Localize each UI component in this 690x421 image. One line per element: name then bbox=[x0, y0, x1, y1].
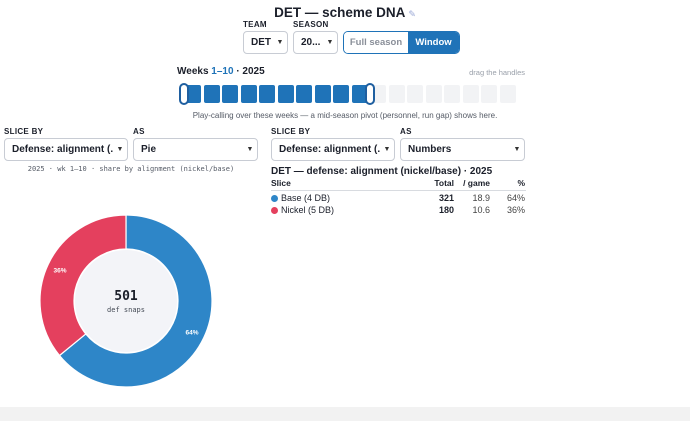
col-header-slice: Slice bbox=[271, 178, 291, 188]
row-name: Nickel (5 DB) bbox=[281, 205, 335, 215]
chevron-down-icon: ▼ bbox=[246, 146, 254, 153]
row-total: 180 bbox=[438, 205, 454, 215]
right-slice-value: Defense: alignment (... bbox=[279, 144, 380, 155]
season-select-value: 20... bbox=[301, 37, 321, 48]
donut-center bbox=[75, 250, 177, 352]
left-slice-select[interactable]: Defense: alignment (... ▼ bbox=[4, 138, 128, 161]
weeks-prefix: Weeks bbox=[177, 66, 212, 77]
row-pct: 64% bbox=[506, 193, 525, 203]
weeks-suffix: · 2025 bbox=[233, 66, 265, 77]
week-cell-5[interactable] bbox=[259, 85, 275, 103]
pie-slice-1[interactable] bbox=[39, 214, 127, 357]
week-cell-8[interactable] bbox=[314, 85, 331, 103]
slice-label-0: 64% bbox=[185, 330, 198, 337]
week-end-handle[interactable] bbox=[365, 83, 375, 105]
chevron-down-icon: ▼ bbox=[513, 146, 521, 153]
bottom-strip bbox=[0, 407, 690, 421]
week-cell-6[interactable] bbox=[277, 85, 294, 103]
week-cell-7[interactable] bbox=[296, 85, 312, 103]
title-row: DET — scheme DNA ✎ bbox=[0, 4, 690, 22]
week-cell-16[interactable] bbox=[462, 85, 479, 103]
right-as-select[interactable]: Numbers ▼ bbox=[400, 138, 525, 161]
table-row: Nickel (5 DB) 180 10.6 36% bbox=[271, 205, 526, 217]
week-cell-14[interactable] bbox=[425, 85, 442, 103]
series-color-dot bbox=[271, 195, 278, 202]
pie-slice-0[interactable] bbox=[58, 214, 213, 388]
row-per-game: 10.6 bbox=[472, 205, 490, 215]
team-select-value: DET bbox=[251, 37, 271, 48]
week-cell-4[interactable] bbox=[240, 85, 257, 103]
weeks-label: Weeks 1–10 · 2025 bbox=[177, 66, 265, 77]
row-pct: 36% bbox=[506, 205, 525, 215]
mode-full-season-button[interactable]: Full season bbox=[344, 32, 408, 53]
week-cell-9[interactable] bbox=[333, 85, 349, 103]
chevron-down-icon: ▼ bbox=[276, 39, 284, 46]
page-title: DET — scheme DNA bbox=[274, 5, 406, 20]
week-range-slider[interactable] bbox=[176, 83, 526, 105]
table-divider bbox=[271, 190, 526, 191]
right-as-label: AS bbox=[400, 127, 412, 136]
week-cell-3[interactable] bbox=[222, 85, 238, 103]
week-window-note: Play-calling over these weeks — a mid-se… bbox=[192, 111, 498, 120]
table-row: Base (4 DB) 321 18.9 64% bbox=[271, 193, 526, 205]
mode-window-button[interactable]: Window bbox=[408, 32, 459, 53]
left-slice-label: SLICE BY bbox=[4, 127, 44, 136]
chart-caption: 2025 · wk 1–10 · share by alignment (nic… bbox=[27, 165, 235, 173]
chevron-down-icon: ▼ bbox=[326, 39, 334, 46]
chevron-down-icon: ▼ bbox=[116, 146, 124, 153]
week-cell-17[interactable] bbox=[481, 85, 497, 103]
weeks-range: 1–10 bbox=[211, 66, 234, 77]
left-as-value: Pie bbox=[141, 144, 157, 155]
donut-center-label: def snaps bbox=[107, 306, 145, 314]
chevron-down-icon: ▼ bbox=[383, 146, 391, 153]
team-select[interactable]: DET ▼ bbox=[243, 31, 288, 54]
col-header-total: Total bbox=[434, 178, 454, 188]
week-cell-12[interactable] bbox=[388, 85, 405, 103]
table-title: DET — defense: alignment (nickel/base) ·… bbox=[271, 166, 493, 177]
row-total: 321 bbox=[438, 193, 454, 203]
week-cell-18[interactable] bbox=[499, 85, 516, 103]
week-cell-10[interactable] bbox=[351, 85, 368, 103]
mode-toggle: Full season Window bbox=[343, 31, 460, 54]
left-as-label: AS bbox=[133, 127, 145, 136]
right-slice-label: SLICE BY bbox=[271, 127, 311, 136]
week-cell-1[interactable] bbox=[185, 85, 201, 103]
left-as-select[interactable]: Pie ▼ bbox=[133, 138, 258, 161]
season-select[interactable]: 20... ▼ bbox=[293, 31, 338, 54]
drag-hint: drag the handles bbox=[469, 68, 525, 77]
right-as-value: Numbers bbox=[408, 144, 452, 155]
week-cell-13[interactable] bbox=[407, 85, 423, 103]
row-per-game: 18.9 bbox=[472, 193, 490, 203]
col-header-pct: % bbox=[517, 178, 525, 188]
col-header-per-game: / game bbox=[463, 178, 490, 188]
slice-label-1: 36% bbox=[54, 267, 67, 274]
row-name: Base (4 DB) bbox=[281, 193, 331, 203]
week-start-handle[interactable] bbox=[179, 83, 189, 105]
week-cell-15[interactable] bbox=[444, 85, 460, 103]
donut-chart: 64% 36% 501 def snaps bbox=[39, 214, 213, 388]
season-label: SEASON bbox=[293, 20, 329, 29]
pencil-icon[interactable]: ✎ bbox=[408, 9, 416, 19]
series-color-dot bbox=[271, 207, 278, 214]
left-slice-value: Defense: alignment (... bbox=[12, 144, 113, 155]
week-cell-2[interactable] bbox=[203, 85, 220, 103]
right-slice-select[interactable]: Defense: alignment (... ▼ bbox=[271, 138, 395, 161]
donut-center-value: 501 bbox=[114, 289, 138, 304]
team-label: TEAM bbox=[243, 20, 267, 29]
